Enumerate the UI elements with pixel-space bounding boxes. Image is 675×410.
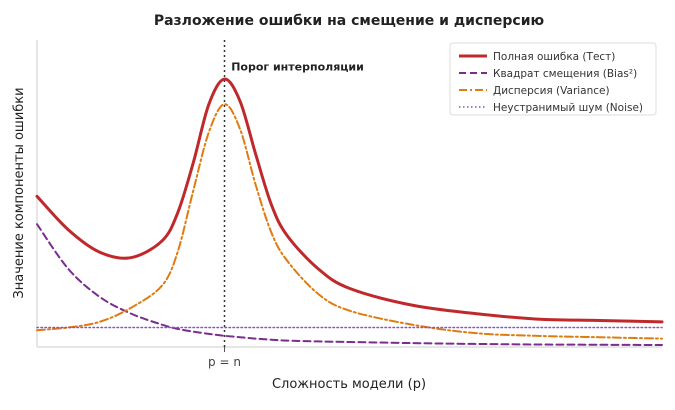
legend-box [449, 42, 657, 116]
series-bias-line [36, 223, 663, 347]
interpolation-threshold-annotation: Порог интерполяции [231, 61, 364, 74]
plot-area [36, 40, 662, 348]
series-total-line [35, 77, 664, 324]
x-axis-label: Сложность модели (p) [272, 377, 426, 392]
series-variance-line [36, 103, 663, 340]
x-tick-label: p = n [208, 355, 241, 369]
y-axis-label: Значение компоненты ошибки [12, 87, 27, 298]
legend-entry-label: Неустранимый шум (Noise) [493, 102, 643, 114]
chart-title: Разложение ошибки на смещение и дисперси… [154, 13, 544, 29]
legend-entry-label: Полная ошибка (Тест) [493, 51, 615, 63]
legend-entry-label: Квадрат смещения (Bias²) [493, 68, 637, 80]
legend: Полная ошибка (Тест) Квадрат смещения (Bi… [449, 42, 657, 116]
legend-entry-label: Дисперсия (Variance) [493, 85, 610, 97]
